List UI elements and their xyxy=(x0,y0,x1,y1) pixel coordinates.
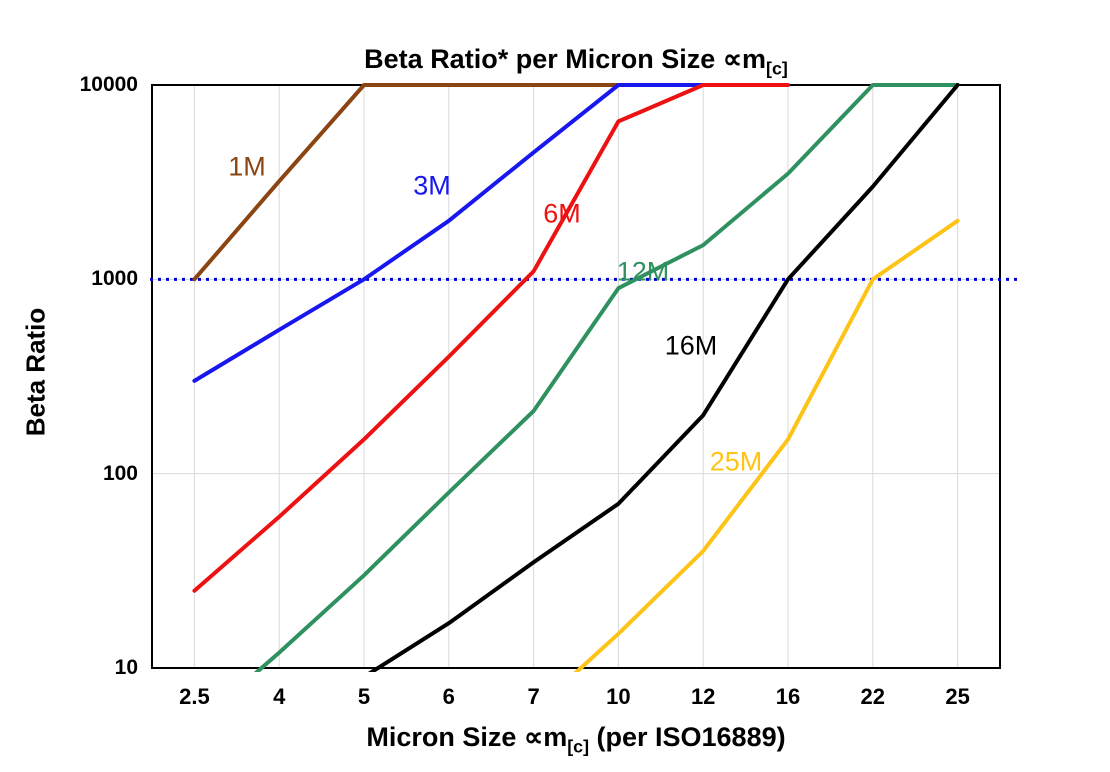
y-axis-title: Beta Ratio xyxy=(20,307,51,437)
x-axis-title-subscript: [c] xyxy=(567,736,590,757)
y-tick-label: 10 xyxy=(114,656,138,679)
y-tick-label: 100 xyxy=(102,461,138,485)
chart-title: Beta Ratio* per Micron Size ∝m[c] xyxy=(364,44,788,79)
x-tick-label: 5 xyxy=(357,684,371,709)
x-tick-label: 2.5 xyxy=(179,684,210,709)
series-line-25m xyxy=(573,218,960,672)
series-line-6m xyxy=(192,83,790,593)
series-line-3m xyxy=(192,83,706,383)
series-label-6m: 6M xyxy=(543,198,581,229)
x-tick-label: 6 xyxy=(442,684,455,709)
x-axis-title-text: Micron Size ∝m xyxy=(366,722,568,752)
y-tick-label: 1000 xyxy=(91,267,138,291)
y-tick-label: 10000 xyxy=(79,73,138,96)
series-label-16m: 16M xyxy=(664,330,718,361)
series-label-3m: 3M xyxy=(413,170,451,201)
series-label-25m: 25M xyxy=(709,446,763,477)
x-tick-label: 10 xyxy=(606,684,631,709)
x-tick-label: 12 xyxy=(690,684,716,709)
x-axis-title-suffix: (per ISO16889) xyxy=(589,722,786,752)
series-label-12m: 12M xyxy=(616,256,670,287)
x-tick-label: 22 xyxy=(860,684,886,709)
chart-title-subscript: [c] xyxy=(766,58,788,79)
x-tick-label: 7 xyxy=(527,684,540,709)
chart-title-text: Beta Ratio* per Micron Size ∝m xyxy=(364,44,767,74)
series-label-1m: 1M xyxy=(228,151,266,182)
series-line-12m xyxy=(253,83,960,672)
x-tick-label: 4 xyxy=(273,684,286,709)
x-tick-label: 25 xyxy=(945,684,970,709)
x-axis-title: Micron Size ∝m[c] (per ISO16889) xyxy=(366,722,785,757)
series-line-1m xyxy=(192,83,621,282)
series-line-16m xyxy=(367,83,960,672)
x-tick-label: 16 xyxy=(775,684,801,709)
